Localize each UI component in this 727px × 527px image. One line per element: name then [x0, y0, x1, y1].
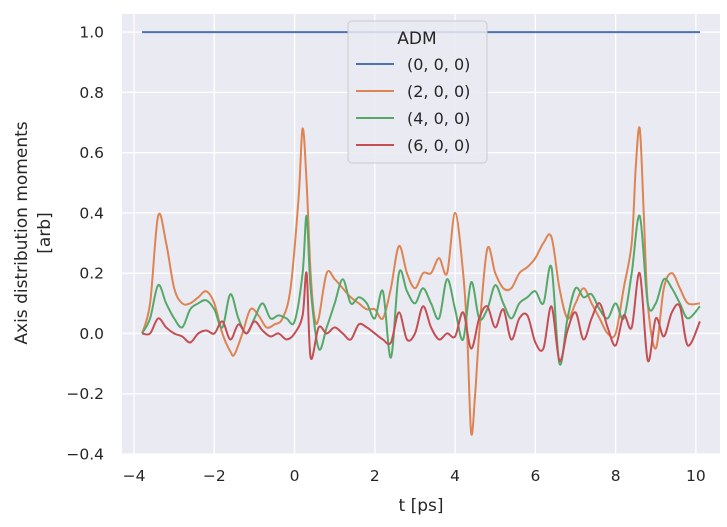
y-tick-label: 0.4 [79, 204, 104, 222]
x-axis-label: t [ps] [399, 496, 444, 516]
legend-box [347, 20, 488, 164]
y-tick-labels: −0.4 −0.2 0.0 0.2 0.4 0.6 0.8 1.0 [66, 24, 104, 464]
legend: ADM (0, 0, 0) (2, 0, 0) (4, 0, 0) (6, 0, 0) [347, 20, 488, 164]
x-tick-label: −4 [123, 467, 146, 485]
y-tick-label: 1.0 [79, 24, 104, 42]
legend-label: (6, 0, 0) [407, 136, 470, 155]
legend-label: (4, 0, 0) [407, 109, 470, 128]
x-tick-label: 2 [370, 467, 380, 485]
series-line-3 [141, 271, 701, 363]
legend-title: ADM [397, 29, 436, 49]
x-tick-label: 4 [450, 467, 460, 485]
x-tick-label: −2 [203, 467, 226, 485]
x-tick-label: 0 [290, 467, 300, 485]
y-tick-label: 0.2 [79, 265, 104, 283]
y-tick-label: −0.2 [66, 385, 104, 403]
legend-label: (0, 0, 0) [407, 55, 470, 74]
y-tick-label: 0.0 [79, 325, 104, 343]
y-axis-label-line2: [arb] [35, 212, 55, 253]
series-line-1 [141, 126, 701, 436]
legend-label: (2, 0, 0) [407, 82, 470, 101]
y-axis-label: Axis distribution moments [12, 121, 32, 344]
x-tick-label: 8 [611, 467, 621, 485]
x-tick-label: 6 [530, 467, 540, 485]
y-tick-label: −0.4 [66, 446, 104, 464]
y-tick-label: 0.8 [79, 84, 104, 102]
x-tick-label: 10 [686, 467, 706, 485]
y-tick-label: 0.6 [79, 144, 104, 162]
legend-items: (0, 0, 0) (2, 0, 0) (4, 0, 0) (6, 0, 0) [356, 55, 470, 155]
x-tick-labels: −4 −2 0 2 4 6 8 10 [123, 467, 706, 485]
